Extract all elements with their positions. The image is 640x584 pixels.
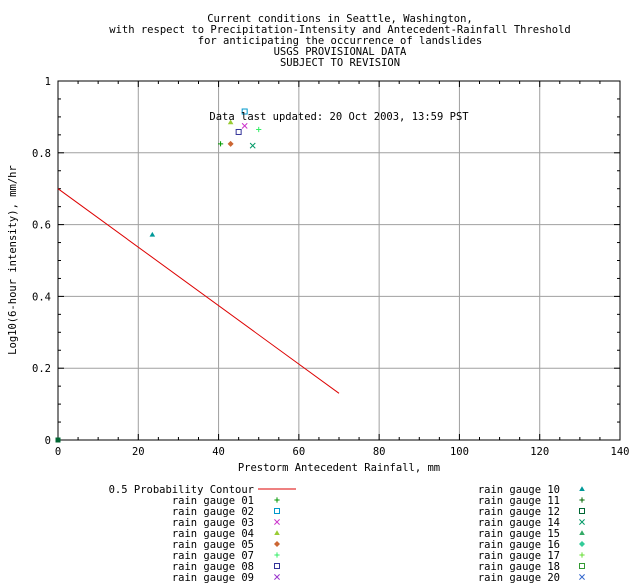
legend-entry-contour: 0.5 Probability Contour: [109, 484, 296, 496]
y-tick-label: 0.6: [32, 220, 51, 232]
x-tick-label: 0: [55, 446, 61, 458]
data-point: [149, 231, 156, 237]
last-updated-annotation: Data last updated: 20 Oct 2003, 13:59 PS…: [209, 111, 469, 123]
legend-marker: [274, 541, 280, 547]
axis-ticks: [57, 80, 621, 441]
x-tick-label: 100: [450, 446, 469, 458]
title-line-5: SUBJECT TO REVISION: [280, 57, 400, 69]
legend-marker: [579, 508, 585, 514]
x-tick-label: 120: [530, 446, 549, 458]
x-tick-labels: 0 20 40 60 80 100 120 140: [55, 446, 630, 458]
x-tick-label: 20: [132, 446, 145, 458]
y-tick-label: 1: [45, 76, 51, 88]
data-point: [227, 140, 234, 147]
x-tick-label: 140: [611, 446, 630, 458]
legend-label: rain gauge 05: [172, 539, 254, 551]
legend-marker: [274, 530, 280, 535]
legend-marker: [579, 574, 585, 580]
data-point: [241, 108, 248, 115]
probability-contour-line: [57, 188, 340, 394]
legend-label: rain gauge 01: [172, 495, 254, 507]
legend-marker: [274, 574, 280, 580]
legend-label: rain gauge 07: [172, 550, 254, 562]
legend-marker: [579, 541, 585, 547]
data-point: [256, 126, 262, 133]
y-tick-label: 0.8: [32, 148, 51, 160]
legend: 0.5 Probability Contour rain gauge 01rai…: [109, 484, 585, 584]
legend-label: rain gauge 18: [478, 561, 560, 573]
grid-lines: [58, 81, 620, 440]
x-tick-label: 40: [212, 446, 225, 458]
legend-label: rain gauge 10: [478, 484, 560, 496]
legend-label: rain gauge 15: [478, 528, 560, 540]
title-block: Current conditions in Seattle, Washingto…: [109, 13, 570, 69]
legend-marker: [274, 508, 280, 514]
data-point: [249, 142, 256, 149]
legend-label: rain gauge 09: [172, 572, 254, 584]
legend-marker: [274, 563, 280, 569]
legend-label: rain gauge 03: [172, 517, 254, 529]
data-point: [241, 122, 248, 129]
legend-marker: [274, 497, 280, 503]
legend-label: rain gauge 04: [172, 528, 254, 540]
title-line-2: with respect to Precipitation-Intensity …: [109, 24, 570, 36]
legend-label: rain gauge 14: [478, 517, 560, 529]
data-markers: [55, 108, 262, 443]
legend-label: rain gauge 08: [172, 561, 254, 573]
x-axis-label: Prestorm Antecedent Rainfall, mm: [238, 462, 440, 474]
x-tick-label: 80: [373, 446, 386, 458]
y-tick-label: 0.4: [32, 291, 51, 303]
legend-marker: [579, 530, 585, 535]
data-point: [227, 119, 234, 125]
legend-marker: [579, 519, 585, 525]
data-point: [217, 141, 224, 147]
plot-frame: [57, 80, 621, 441]
legend-label: rain gauge 16: [478, 539, 560, 551]
title-line-3: for anticipating the occurrence of lands…: [198, 35, 482, 47]
legend-label: rain gauge 17: [478, 550, 560, 562]
legend-marker: [274, 552, 280, 558]
title-line-4: USGS PROVISIONAL DATA: [274, 46, 407, 58]
legend-marker: [579, 563, 585, 569]
legend-label: rain gauge 12: [478, 506, 560, 518]
title-line-1: Current conditions in Seattle, Washingto…: [207, 13, 473, 25]
y-axis-label: Log10(6-hour intensity), mm/hr: [7, 165, 19, 355]
legend-label: rain gauge 20: [478, 572, 560, 584]
legend-label-contour: 0.5 Probability Contour: [109, 484, 254, 496]
legend-label: rain gauge 11: [478, 495, 560, 507]
legend-marker: [274, 519, 280, 525]
y-tick-labels: 0 0.2 0.4 0.6 0.8 1: [32, 76, 51, 447]
y-tick-label: 0.2: [32, 363, 51, 375]
data-point: [55, 437, 61, 443]
y-tick-label: 0: [45, 435, 51, 447]
legend-marker: [579, 497, 585, 503]
data-point: [235, 128, 242, 135]
legend-label: rain gauge 02: [172, 506, 254, 518]
legend-marker: [579, 552, 585, 558]
x-tick-label: 60: [293, 446, 306, 458]
legend-marker: [579, 486, 585, 491]
